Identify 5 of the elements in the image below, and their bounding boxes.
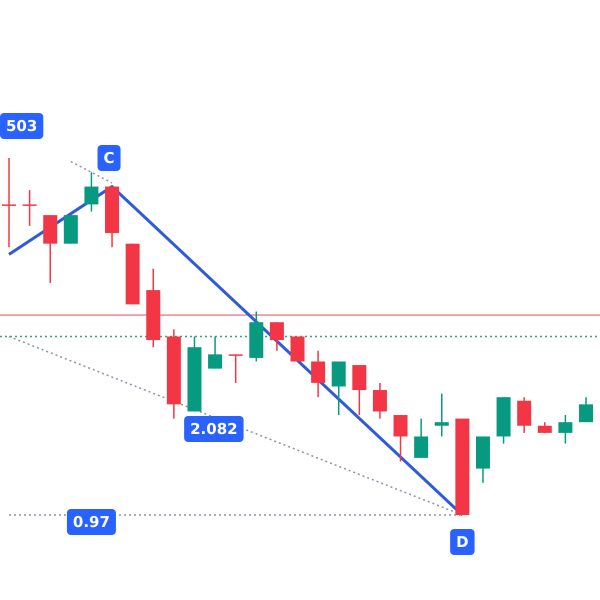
annotation: 0.97 xyxy=(72,513,110,531)
annotation: C xyxy=(104,149,115,167)
text: D xyxy=(456,533,469,551)
annotation: 2.082 xyxy=(190,420,238,438)
text: 503 xyxy=(6,117,38,135)
